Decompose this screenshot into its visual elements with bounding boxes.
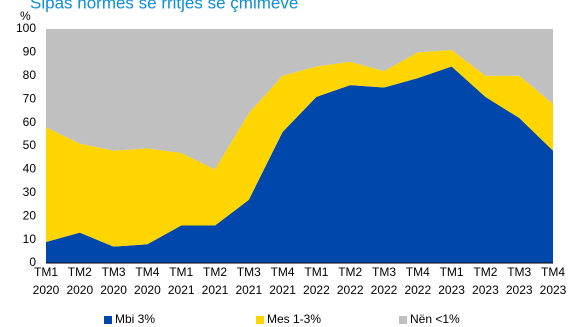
x-tick-year-label: 2020 (66, 283, 93, 297)
legend: Mbi 3% Mes 1-3% Nën <1% (104, 312, 460, 326)
x-tick-year-label: 2020 (33, 283, 60, 297)
x-tick-year-label: 2021 (168, 283, 195, 297)
x-tick-label: TM3 (372, 265, 396, 279)
x-tick-year-label: 2023 (472, 283, 499, 297)
x-tick-label: TM2 (338, 265, 362, 279)
x-tick-year-label: 2021 (235, 283, 262, 297)
x-tick-label: TM4 (541, 265, 565, 279)
area-series-3 (46, 29, 553, 170)
y-tick-label: 100 (16, 21, 36, 35)
x-tick-label: TM1 (34, 265, 58, 279)
x-tick-year-label: 2020 (134, 283, 161, 297)
y-tick-label: 80 (23, 68, 37, 82)
y-tick-label: 90 (23, 45, 37, 59)
legend-label: Mes 1-3% (267, 312, 321, 326)
x-tick-label: TM1 (304, 265, 328, 279)
y-tick-label: 30 (23, 185, 37, 199)
x-tick-label: TM1 (169, 265, 193, 279)
legend-swatch (104, 316, 112, 324)
x-tick-year-label: 2021 (269, 283, 296, 297)
x-tick-label: TM4 (135, 265, 159, 279)
y-axis-unit: % (20, 9, 31, 23)
x-tick-label: TM2 (68, 265, 92, 279)
x-axis-ticks: TM1 2020 TM2 2020 TM3 2020 TM4 2020 TM1 2021 TM2 20… (33, 265, 567, 297)
x-tick-label: TM4 (406, 265, 430, 279)
y-tick-label: 10 (23, 232, 37, 246)
legend-swatch (399, 316, 407, 324)
x-tick-label: TM2 (473, 265, 497, 279)
y-axis-ticks: 0 10 20 30 40 50 60 70 80 90 100 (16, 21, 36, 269)
x-tick-year-label: 2021 (202, 283, 229, 297)
x-tick-label: TM1 (440, 265, 464, 279)
legend-swatch (256, 316, 264, 324)
area-series-1 (46, 66, 553, 263)
chart-title: Sipas normës së rritjes së çmimeve (30, 0, 298, 12)
x-tick-label: TM4 (271, 265, 295, 279)
x-tick-year-label: 2022 (337, 283, 364, 297)
y-tick-label: 40 (23, 162, 37, 176)
legend-label: Nën <1% (410, 312, 460, 326)
x-tick-year-label: 2020 (100, 283, 127, 297)
x-tick-label: TM2 (203, 265, 227, 279)
y-tick-label: 60 (23, 115, 37, 129)
x-tick-year-label: 2023 (506, 283, 533, 297)
x-tick-year-label: 2023 (438, 283, 465, 297)
x-tick-year-label: 2022 (404, 283, 431, 297)
plot-areas (46, 29, 553, 263)
x-tick-label: TM3 (237, 265, 261, 279)
y-tick-label: 20 (23, 208, 37, 222)
x-tick-label: TM3 (102, 265, 126, 279)
x-tick-label: TM3 (507, 265, 531, 279)
y-tick-label: 70 (23, 91, 37, 105)
area-series-2 (46, 50, 553, 247)
x-tick-year-label: 2022 (371, 283, 398, 297)
y-tick-label: 0 (29, 255, 36, 269)
x-tick-year-label: 2023 (540, 283, 567, 297)
x-tick-year-label: 2022 (303, 283, 330, 297)
legend-label: Mbi 3% (115, 312, 155, 326)
y-tick-label: 50 (23, 138, 37, 152)
